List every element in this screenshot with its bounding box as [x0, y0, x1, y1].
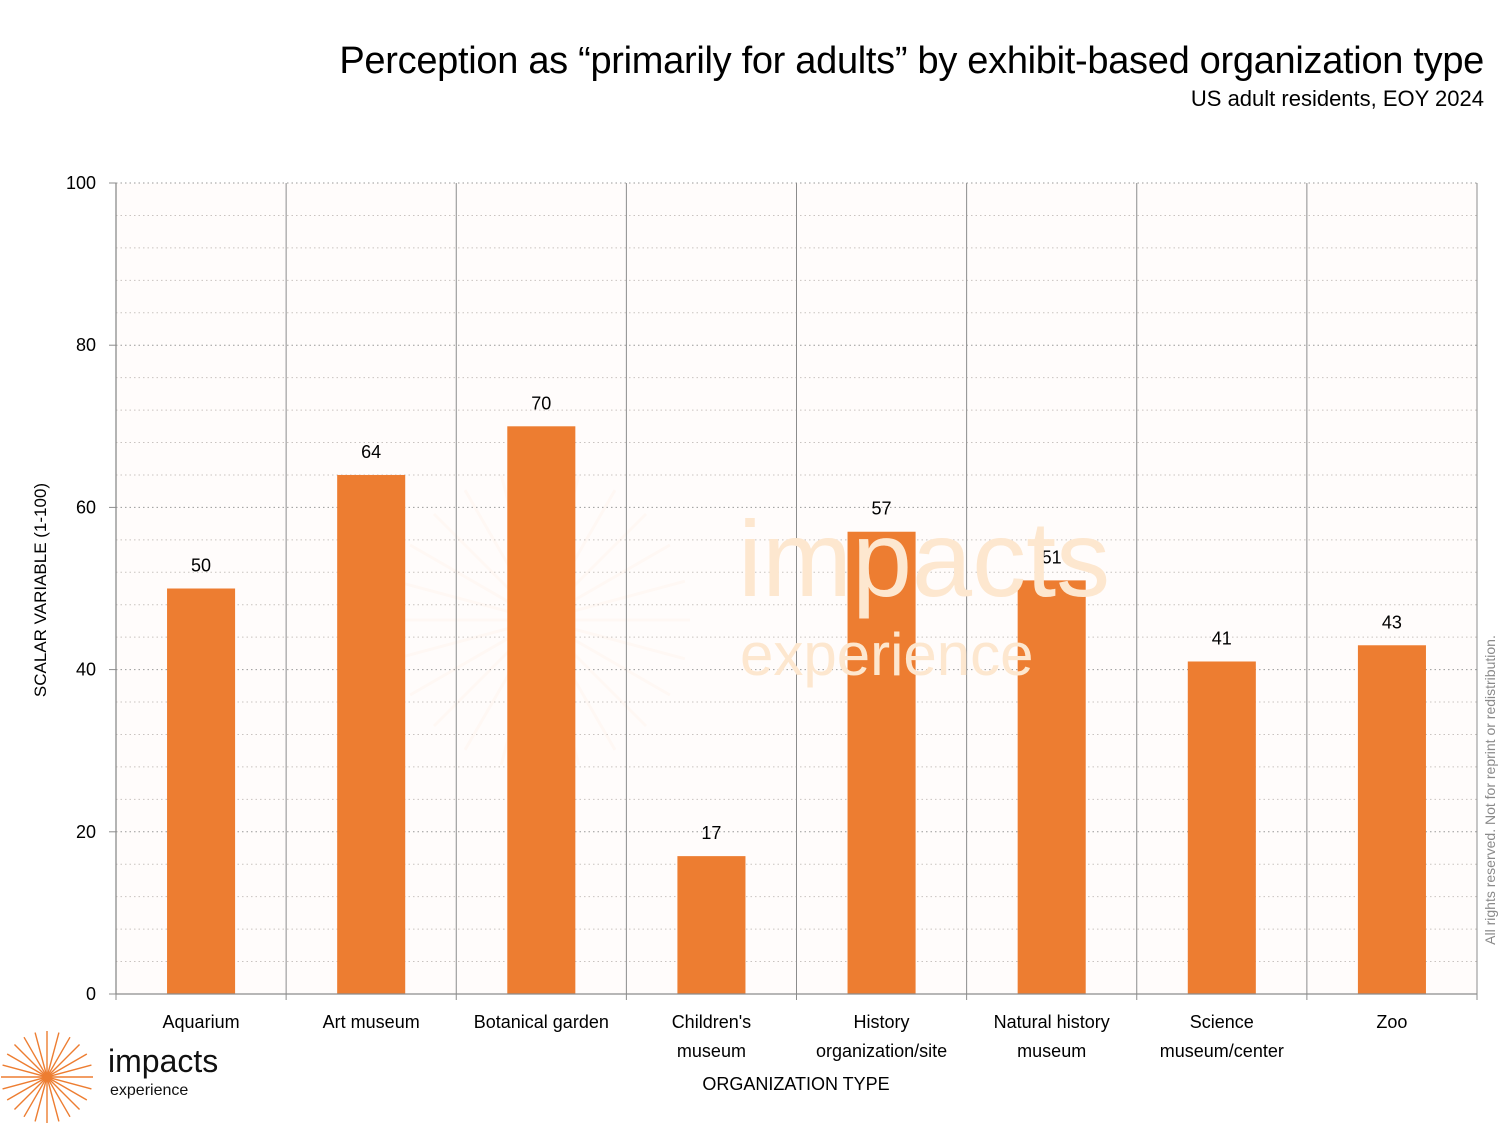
data-label: 41	[1212, 628, 1232, 648]
bar	[1017, 580, 1086, 994]
x-tick-label: museum/center	[1160, 1041, 1284, 1061]
data-labels: 50 64 70 17 57 51 41 43	[191, 393, 1402, 843]
chart-title: Perception as “primarily for adults” by …	[339, 40, 1484, 82]
chart-subtitle: US adult residents, EOY 2024	[1190, 86, 1484, 111]
logo-starburst-icon	[1, 1031, 93, 1123]
data-label: 50	[191, 556, 211, 576]
data-label: 51	[1042, 547, 1062, 567]
y-axis-ticks: 0 20 40 60 80 100	[66, 173, 116, 1004]
x-tick-label: Aquarium	[163, 1012, 240, 1032]
watermark-subtext: experience	[740, 621, 1034, 688]
y-axis-label: SCALAR VARIABLE (1-100)	[31, 482, 50, 698]
x-axis-label: ORGANIZATION TYPE	[702, 1074, 890, 1094]
x-tick-label: Children's	[672, 1012, 751, 1032]
x-tick-label: Natural history	[994, 1012, 1110, 1032]
x-tick-label: Science	[1190, 1012, 1254, 1032]
bar	[1187, 661, 1256, 994]
bar	[337, 474, 406, 995]
x-axis-ticks: Aquarium Art museum Botanical garden Childr…	[115, 994, 1478, 1061]
y-tick-label: 20	[76, 822, 96, 842]
y-tick-label: 100	[66, 173, 96, 193]
x-tick-label: Botanical garden	[474, 1012, 609, 1032]
y-tick-label: 40	[76, 660, 96, 680]
bar	[847, 531, 916, 994]
bar	[507, 426, 576, 994]
data-label: 57	[872, 499, 892, 519]
logo-subtext: experience	[110, 1082, 189, 1099]
data-label: 64	[361, 442, 381, 462]
x-tick-label: Zoo	[1376, 1012, 1407, 1032]
x-tick-label: History	[854, 1012, 910, 1032]
bars	[167, 426, 1426, 995]
x-tick-label: Art museum	[323, 1012, 420, 1032]
x-tick-label: organization/site	[816, 1041, 947, 1061]
bar	[167, 588, 236, 994]
data-label: 43	[1382, 612, 1402, 632]
watermark-text: impacts	[738, 498, 1111, 619]
x-tick-label: museum	[1017, 1041, 1086, 1061]
bar	[677, 856, 746, 994]
y-tick-label: 60	[76, 497, 96, 517]
logo-wordmark: impacts	[108, 1043, 219, 1079]
y-tick-label: 0	[86, 984, 96, 1004]
category-separators	[285, 183, 1478, 994]
x-tick-label: museum	[677, 1041, 746, 1061]
y-tick-label: 80	[76, 335, 96, 355]
data-label: 70	[531, 393, 551, 413]
bar	[1357, 645, 1426, 994]
data-label: 17	[701, 823, 721, 843]
copyright-notice: All rights reserved. Not for reprint or …	[1482, 635, 1498, 945]
